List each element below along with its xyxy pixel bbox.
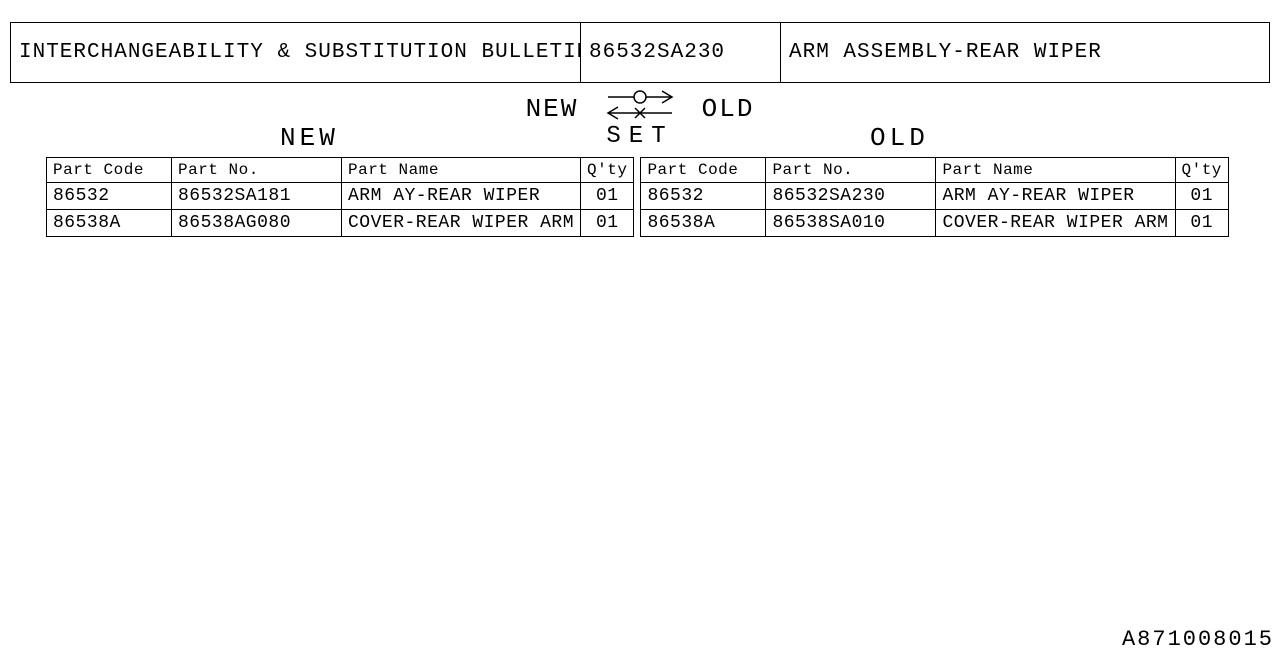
bulletin-title: INTERCHANGEABILITY & SUBSTITUTION BULLET… [11,23,581,82]
cell-part-code: 86532 [47,183,172,210]
cell-qty: 01 [581,210,634,237]
cell-part-no: 86532SA230 [766,183,936,210]
col-header-part-code: Part Code [641,158,766,183]
cell-part-name: COVER-REAR WIPER ARM [936,210,1175,237]
bulletin-header: INTERCHANGEABILITY & SUBSTITUTION BULLET… [10,22,1270,83]
table-header-row: Part Code Part No. Part Name Q'ty [641,158,1228,183]
table-row: 86538A 86538SA010 COVER-REAR WIPER ARM 0… [641,210,1228,237]
bulletin-description: ARM ASSEMBLY-REAR WIPER [781,23,1269,82]
col-header-part-name: Part Name [936,158,1175,183]
new-parts-table: Part Code Part No. Part Name Q'ty 86532 … [46,157,634,237]
cell-part-no: 86538AG080 [172,210,342,237]
cell-part-no: 86538SA010 [766,210,936,237]
interchange-diagram: NEW OLD SET NEW OLD [0,87,1280,157]
cell-qty: 01 [1175,210,1228,237]
cell-part-code: 86532 [641,183,766,210]
cell-part-name: ARM AY-REAR WIPER [936,183,1175,210]
diagram-old-label: OLD [702,94,755,124]
bulletin-code: 86532SA230 [581,23,781,82]
col-header-part-name: Part Name [342,158,581,183]
tables-container: Part Code Part No. Part Name Q'ty 86532 … [46,157,1234,237]
table-header-row: Part Code Part No. Part Name Q'ty [47,158,634,183]
diagram-new-label: NEW [526,94,579,124]
table-row: 86538A 86538AG080 COVER-REAR WIPER ARM 0… [47,210,634,237]
col-header-part-code: Part Code [47,158,172,183]
cell-part-code: 86538A [641,210,766,237]
cell-part-no: 86532SA181 [172,183,342,210]
old-parts-table: Part Code Part No. Part Name Q'ty 86532 … [640,157,1228,237]
diagram-set-label: SET [0,123,1280,150]
section-label-old: OLD [870,123,929,153]
cell-qty: 01 [581,183,634,210]
section-label-new: NEW [280,123,339,153]
col-header-qty: Q'ty [581,158,634,183]
cell-part-code: 86538A [47,210,172,237]
cell-qty: 01 [1175,183,1228,210]
table-row: 86532 86532SA230 ARM AY-REAR WIPER 01 [641,183,1228,210]
table-row: 86532 86532SA181 ARM AY-REAR WIPER 01 [47,183,634,210]
col-header-qty: Q'ty [1175,158,1228,183]
cell-part-name: ARM AY-REAR WIPER [342,183,581,210]
col-header-part-no: Part No. [766,158,936,183]
cell-part-name: COVER-REAR WIPER ARM [342,210,581,237]
col-header-part-no: Part No. [172,158,342,183]
